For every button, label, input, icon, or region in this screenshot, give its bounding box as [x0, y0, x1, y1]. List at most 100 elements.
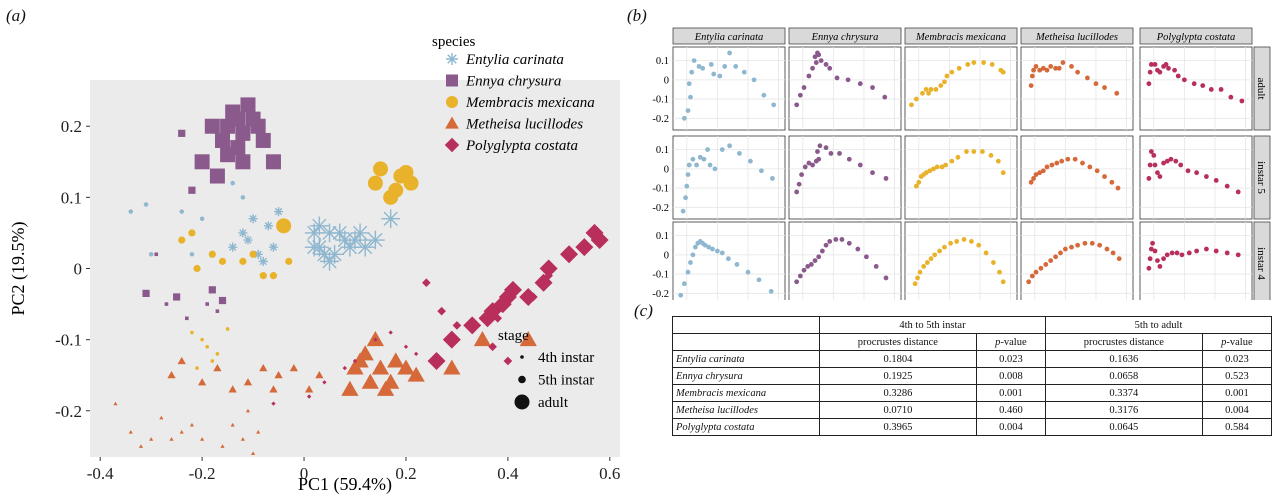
point-polyglypta-costata-instar4 — [413, 351, 419, 357]
point-polyglypta-costata-adult — [590, 231, 609, 250]
landmark-point — [1058, 250, 1063, 256]
landmark-point — [1172, 67, 1177, 73]
landmark-point — [1038, 265, 1044, 271]
table-body: Entylia carinata 0.1804 0.023 0.1636 0.023 En… — [672, 350, 1273, 436]
landmark-point — [857, 81, 863, 87]
landmark-point — [705, 147, 710, 153]
landmark-point — [684, 183, 690, 189]
stage-legend-title: stage — [498, 328, 529, 344]
point-entylia-carinata-instar4 — [179, 209, 184, 214]
landmark-point — [1033, 269, 1039, 275]
point-ennya-chrysura-instar4 — [215, 309, 220, 313]
point-polyglypta-costata-adult — [519, 287, 538, 306]
table-cell-pvalue: 0.023 — [1201, 350, 1273, 368]
landmark-point — [1147, 69, 1153, 75]
landmark-point — [827, 238, 833, 244]
landmark-point — [923, 87, 929, 92]
point-entylia-carinata-adult — [325, 244, 344, 264]
point-metheisa-lucillodes-instar5 — [315, 371, 324, 379]
point-polyglypta-costata-instar4 — [352, 358, 358, 364]
facet-panel-frame — [1139, 46, 1253, 131]
point-membracis-mexicana-instar5 — [193, 264, 201, 273]
landmark-point — [1181, 77, 1187, 83]
landmark-point — [916, 179, 922, 185]
landmark-point — [981, 60, 987, 65]
landmark-point — [827, 65, 833, 71]
table-row: Ennya chrysura 0.1925 0.008 0.0658 0.523 — [672, 367, 1273, 385]
landmark-point — [1164, 158, 1170, 164]
landmark-point — [794, 279, 800, 285]
landmark-point — [1065, 156, 1071, 162]
facet-y-tick-label: -0.2 — [652, 289, 669, 300]
landmark-point — [976, 242, 982, 248]
facet-panel-ennya-chrysura-instar-5 — [788, 135, 902, 220]
x-tick-label: 0 — [300, 464, 309, 483]
point-ennya-chrysura-instar5 — [208, 286, 216, 294]
point-polyglypta-costata-adult — [575, 238, 594, 257]
point-ennya-chrysura-instar5 — [178, 129, 186, 137]
landmark-point — [1168, 156, 1174, 162]
point-ennya-chrysura-instar5 — [188, 186, 196, 194]
point-entylia-carinata-instar5 — [243, 235, 253, 245]
landmark-point — [1116, 256, 1122, 262]
row-title-instar-4: instar 4 — [1255, 247, 1267, 280]
landmark-point — [980, 149, 985, 154]
point-metheisa-lucillodes-instar4 — [138, 444, 144, 448]
landmark-point — [815, 149, 820, 154]
landmark-point — [928, 87, 934, 92]
panel-label-b: (b) — [627, 6, 647, 25]
point-metheisa-lucillodes-adult — [371, 359, 390, 375]
landmark-point — [1031, 176, 1036, 181]
table-corner-cell-2 — [672, 333, 820, 351]
landmark-point — [969, 238, 974, 244]
y-axis-label: PC2 (19.5%) — [8, 221, 29, 315]
point-polyglypta-costata-instar5 — [503, 356, 513, 366]
landmark-point — [1053, 65, 1058, 71]
point-membracis-mexicana-instar5 — [239, 257, 247, 265]
landmark-point — [954, 238, 960, 244]
landmark-point — [1102, 174, 1107, 179]
landmark-point — [823, 145, 829, 151]
landmark-point — [681, 281, 687, 287]
landmark-point — [756, 277, 762, 283]
landmark-point — [1204, 174, 1209, 179]
point-metheisa-lucillodes-instar4 — [149, 437, 154, 441]
landmark-point — [1115, 185, 1121, 191]
facet-title-polyglypta-costata: Polyglypta costata — [1156, 32, 1235, 43]
landmark-point — [882, 94, 888, 100]
landmark-point — [834, 75, 840, 81]
point-entylia-carinata-adult — [355, 237, 375, 257]
facet-panel-membracis-mexicana-instar-4: -0.2500.250.50 — [904, 221, 1018, 300]
landmark-point — [971, 60, 977, 65]
landmark-point — [1037, 67, 1043, 73]
facet-panel-polyglypta-costata-instar-4: -0.2500.250.50 — [1139, 221, 1253, 300]
table-group-header-row: 4th to 5th instar 5th to adult — [672, 316, 1273, 334]
landmark-point — [806, 73, 812, 79]
table-row: Polyglypta costata 0.3965 0.004 0.0645 0.584 — [672, 418, 1273, 436]
landmark-point — [1040, 65, 1046, 71]
point-ennya-chrysura-adult — [230, 140, 246, 156]
y-tick-label: 0.2 — [61, 117, 82, 136]
point-entylia-carinata-adult — [366, 230, 385, 250]
point-metheisa-lucillodes-instar5 — [274, 371, 283, 379]
facet-panel-metheisa-lucillodes-instar-5 — [1020, 135, 1134, 220]
legend-label-polyglypta-costata: Polyglypta costata — [465, 138, 578, 154]
landmark-point — [1152, 162, 1158, 168]
points-layer — [113, 97, 609, 455]
facet-y-tick-label: -0.2 — [652, 114, 669, 125]
point-ennya-chrysura-instar4 — [205, 302, 210, 306]
point-entylia-carinata-instar5 — [263, 221, 273, 231]
landmark-point — [816, 254, 822, 260]
point-polyglypta-costata-adult — [534, 273, 553, 292]
landmark-point — [1147, 162, 1153, 168]
landmark-point — [812, 258, 818, 264]
landmark-point — [712, 166, 718, 172]
facet-y-tick-label: 0.1 — [656, 231, 669, 242]
landmark-point — [688, 260, 693, 265]
landmark-point — [1033, 172, 1039, 178]
table-cell-species: Entylia carinata — [672, 350, 820, 368]
landmark-point — [690, 156, 696, 162]
legend-label-membracis-mexicana: Membracis mexicana — [465, 95, 595, 111]
point-entylia-carinata-adult — [340, 237, 360, 257]
